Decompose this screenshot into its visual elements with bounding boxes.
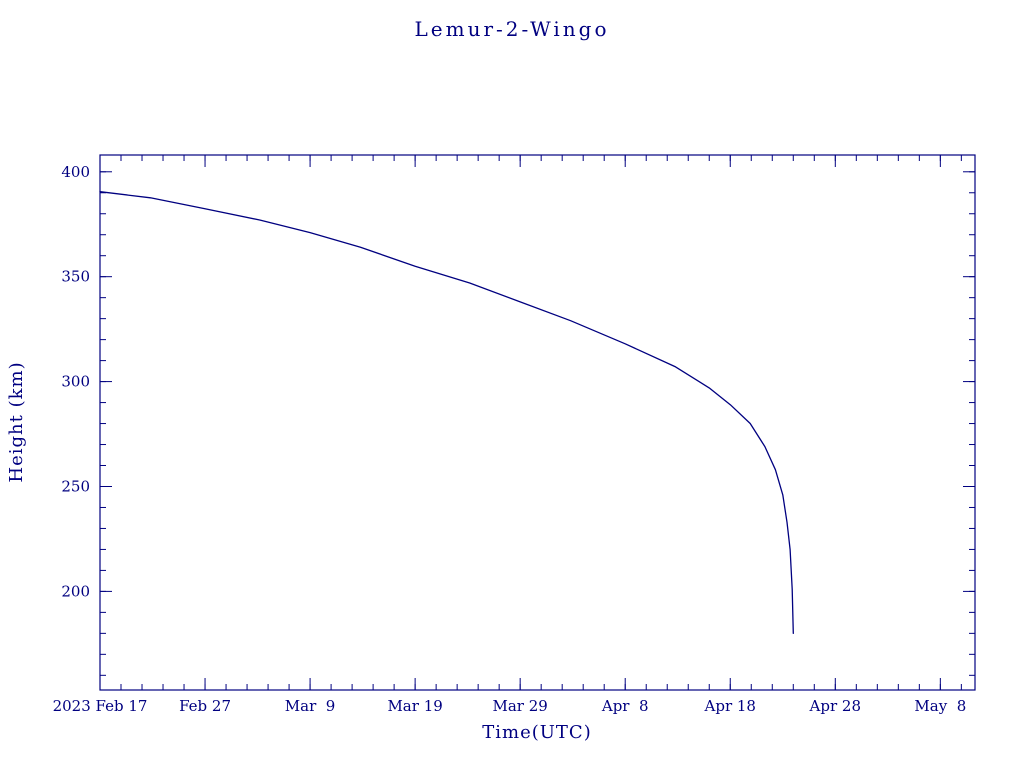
height-decay-line <box>99 191 794 635</box>
x-tick-label: 2023 Feb 17 <box>53 697 148 715</box>
x-tick-label: Feb 27 <box>179 697 231 715</box>
x-tick-label: May 8 <box>914 697 966 715</box>
plot-area: 2023 Feb 17 Feb 27 Mar 9 Mar 19 Mar 29 Apr 8 A… <box>53 154 976 715</box>
x-tick-label: Apr 28 <box>809 697 861 715</box>
plot-frame <box>99 154 976 691</box>
y-tick-label: 350 <box>61 268 90 286</box>
y-tick-label: 300 <box>61 373 90 391</box>
x-tick-label: Apr 18 <box>704 697 756 715</box>
x-tick-label: Apr 8 <box>601 697 649 715</box>
x-tick-label: Mar 29 <box>493 697 548 715</box>
y-tick-label: 250 <box>61 477 90 495</box>
chart-title: Lemur-2-Wingo <box>415 17 610 41</box>
y-axis-label: Height (km) <box>6 361 27 482</box>
x-axis-label: Time(UTC) <box>482 722 591 743</box>
x-tick-label: Mar 9 <box>285 697 336 715</box>
y-tick-label: 200 <box>61 582 90 600</box>
y-tick-label: 400 <box>61 163 90 181</box>
x-tick-label: Mar 19 <box>387 697 442 715</box>
